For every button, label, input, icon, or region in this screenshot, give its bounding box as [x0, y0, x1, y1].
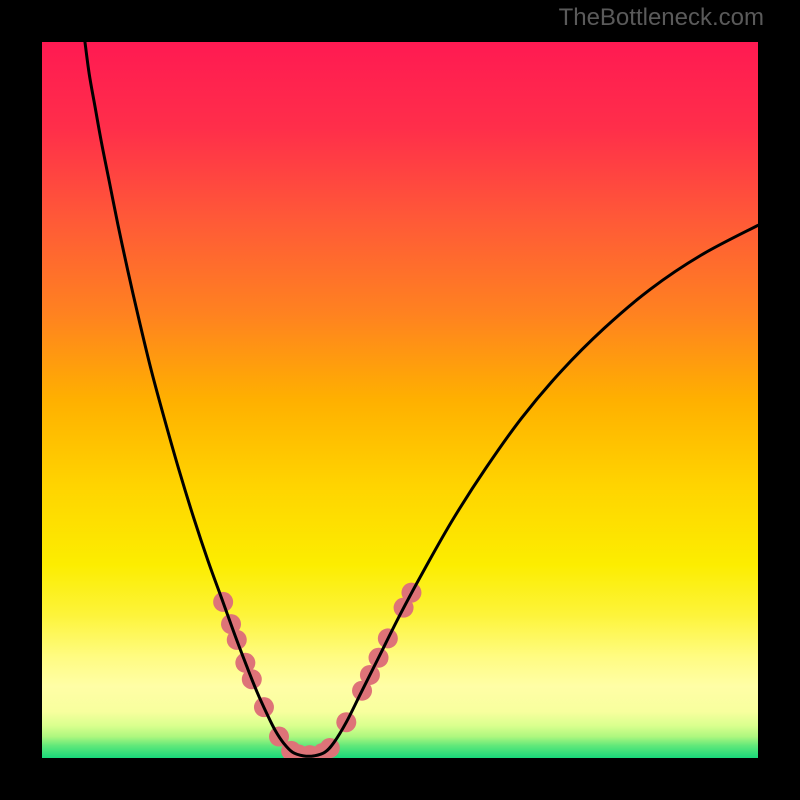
watermark-text: TheBottleneck.com: [559, 4, 764, 32]
plot-area: [42, 42, 758, 758]
bottleneck-curve: [85, 42, 758, 756]
curves-layer: [42, 42, 758, 758]
markers-group: [213, 583, 421, 758]
chart-container: TheBottleneck.com: [0, 0, 800, 800]
